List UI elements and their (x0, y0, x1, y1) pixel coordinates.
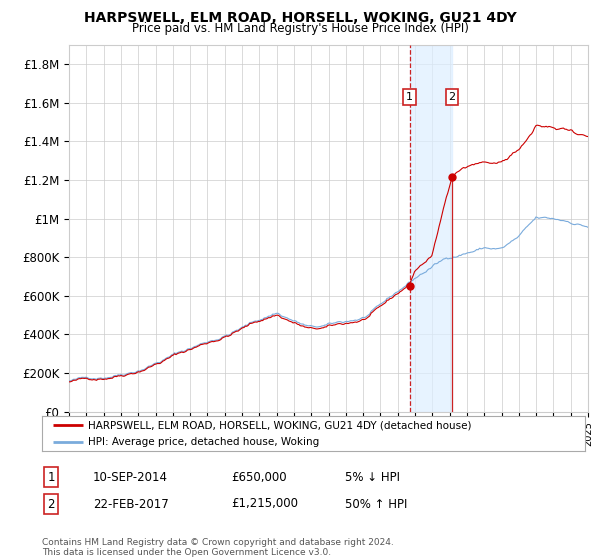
Text: HARPSWELL, ELM ROAD, HORSELL, WOKING, GU21 4DY: HARPSWELL, ELM ROAD, HORSELL, WOKING, GU… (83, 11, 517, 25)
Text: 10-SEP-2014: 10-SEP-2014 (93, 470, 168, 484)
Text: 50% ↑ HPI: 50% ↑ HPI (345, 497, 407, 511)
Text: Contains HM Land Registry data © Crown copyright and database right 2024.
This d: Contains HM Land Registry data © Crown c… (42, 538, 394, 557)
Text: HARPSWELL, ELM ROAD, HORSELL, WOKING, GU21 4DY (detached house): HARPSWELL, ELM ROAD, HORSELL, WOKING, GU… (88, 421, 472, 431)
Text: 2: 2 (448, 92, 455, 102)
Text: HPI: Average price, detached house, Woking: HPI: Average price, detached house, Woki… (88, 437, 319, 447)
Text: £650,000: £650,000 (231, 470, 287, 484)
Text: £1,215,000: £1,215,000 (231, 497, 298, 511)
Text: 22-FEB-2017: 22-FEB-2017 (93, 497, 169, 511)
Text: Price paid vs. HM Land Registry's House Price Index (HPI): Price paid vs. HM Land Registry's House … (131, 22, 469, 35)
Text: 5% ↓ HPI: 5% ↓ HPI (345, 470, 400, 484)
Text: 2: 2 (47, 497, 55, 511)
Bar (410, 45, 452, 412)
Text: 1: 1 (406, 92, 413, 102)
Text: 1: 1 (47, 470, 55, 484)
